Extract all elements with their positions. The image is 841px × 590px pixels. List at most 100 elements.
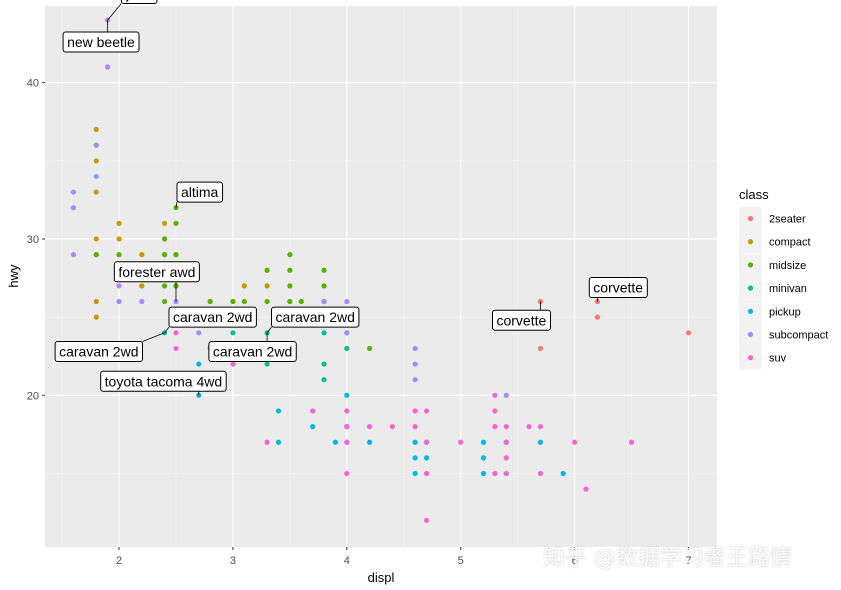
data-point-compact — [93, 189, 99, 195]
data-point-midsize — [161, 283, 168, 289]
y-axis-title: hwy — [6, 264, 21, 288]
data-point-suv — [344, 470, 350, 477]
data-point-compact — [264, 283, 270, 289]
annotation-text: new beetle — [67, 34, 135, 50]
legend-item-subcompact: subcompact — [739, 323, 828, 346]
data-point-pickup — [480, 470, 487, 477]
data-point-compact — [93, 314, 99, 320]
x-tick-label: 2 — [116, 555, 122, 567]
data-point-subcompact — [412, 361, 418, 367]
data-point-pickup — [560, 470, 566, 477]
data-point-midsize — [161, 298, 168, 305]
x-axis-ticks: 2 3 4 5 6 7 — [116, 547, 692, 567]
legend-label: suv — [769, 353, 787, 365]
data-point-compact — [116, 236, 122, 242]
annotation-text: corvette — [496, 312, 546, 328]
data-point-midsize — [241, 298, 247, 305]
data-point-pickup — [367, 439, 373, 445]
annotation-box — [176, 181, 224, 203]
data-point-subcompact — [412, 377, 418, 383]
data-point-2seater — [537, 345, 544, 352]
data-point-subcompact — [70, 252, 77, 258]
annotation-box — [588, 276, 648, 298]
data-point-compact — [139, 283, 145, 289]
annotation-connector — [107, 3, 122, 21]
annotation-caravan-2wd: caravan 2wd — [266, 306, 360, 334]
legend-item-suv: suv — [739, 346, 787, 370]
data-point-compact — [139, 252, 145, 258]
data-point-2seater — [685, 330, 692, 336]
legend-label: pickup — [769, 306, 801, 318]
data-point-subcompact — [344, 330, 350, 336]
legend-item-pickup: pickup — [739, 299, 801, 323]
data-point-subcompact — [70, 205, 77, 211]
data-point-midsize — [230, 298, 236, 305]
data-point-midsize — [287, 267, 293, 273]
annotation-box — [113, 261, 200, 283]
x-tick-label: 4 — [344, 555, 350, 567]
data-point-suv — [492, 408, 498, 414]
data-point-minivan — [321, 330, 327, 336]
data-point-suv — [628, 439, 635, 445]
data-point-subcompact — [105, 64, 111, 70]
legend-title: class — [739, 187, 769, 202]
data-point-midsize — [264, 267, 270, 273]
data-point-suv — [503, 455, 509, 461]
legend-item-2seater: 2seater — [739, 207, 806, 230]
annotation-box — [120, 0, 158, 4]
annotation-box — [271, 306, 360, 328]
x-tick-label: 3 — [230, 555, 236, 567]
data-point-compact — [93, 126, 99, 133]
data-point-subcompact — [139, 298, 145, 305]
legend-label: minivan — [769, 283, 807, 295]
data-point-compact — [93, 298, 99, 305]
data-point-midsize — [161, 252, 168, 258]
annotation-labels: jetta new beetle altima forester awd caravan… — [54, 0, 648, 396]
data-point-pickup — [412, 439, 418, 445]
data-point-midsize — [173, 252, 179, 258]
annotation-corvette: corvette — [588, 276, 648, 302]
annotation-caravan-2wd: caravan 2wd — [208, 332, 297, 363]
data-point-suv — [389, 424, 395, 430]
legend-label: compact — [769, 237, 811, 249]
annotation-box — [168, 306, 257, 328]
data-point-subcompact — [412, 345, 418, 352]
y-tick-label: 40 — [27, 78, 39, 90]
data-point-suv — [173, 345, 179, 352]
legend-item-compact: compact — [739, 230, 811, 254]
watermark: 知乎 @数据学习者王路情 — [543, 546, 792, 571]
y-tick-label: 30 — [27, 234, 39, 246]
data-point-suv — [492, 392, 498, 398]
data-point-subcompact — [196, 330, 202, 336]
annotation-connector — [142, 332, 165, 342]
legend-key — [747, 285, 754, 291]
annotation-box — [208, 341, 297, 363]
data-point-suv — [423, 470, 430, 477]
annotation-text: caravan 2wd — [276, 309, 355, 325]
data-point-midsize — [161, 236, 168, 242]
annotation-text: toyota tacoma 4wd — [105, 373, 223, 389]
data-point-suv — [492, 470, 498, 477]
annotation-new-beetle: new beetle — [62, 20, 140, 53]
annotation-connector — [164, 326, 170, 334]
data-point-suv — [458, 439, 464, 445]
data-point-subcompact — [321, 298, 327, 305]
data-point-pickup — [480, 439, 487, 445]
annotation-corvette: corvette — [491, 301, 551, 331]
annotation-text: jetta — [125, 0, 153, 1]
data-point-suv — [572, 439, 578, 445]
data-point-pickup — [344, 392, 350, 398]
data-point-compact — [161, 220, 168, 226]
legend-key — [747, 331, 754, 338]
data-point-pickup — [480, 455, 487, 461]
legend-item-minivan: minivan — [739, 276, 807, 300]
annotation-box — [100, 370, 227, 392]
annotation-text: caravan 2wd — [59, 344, 138, 360]
data-point-midsize — [287, 252, 293, 258]
y-axis-ticks: 20 30 40 — [27, 78, 45, 402]
data-point-suv — [537, 470, 544, 477]
data-point-suv — [344, 439, 350, 445]
annotation-altima: altima — [175, 181, 224, 208]
data-point-pickup — [412, 455, 418, 461]
annotation-forester-awd: forester awd — [113, 261, 200, 302]
